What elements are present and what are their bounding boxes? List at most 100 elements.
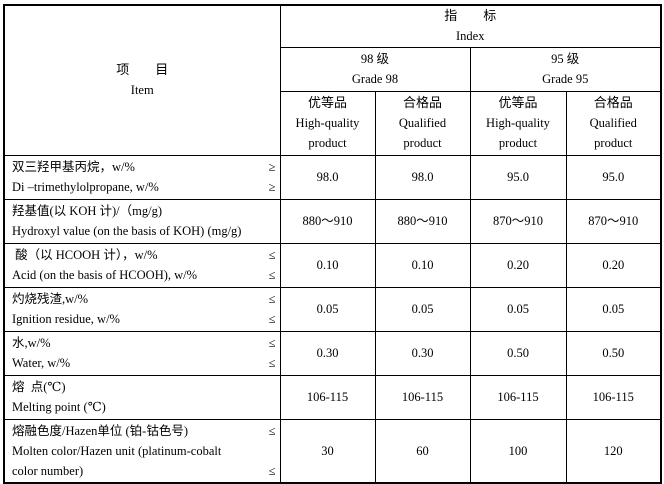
item-header: 项 目 Item (3, 4, 281, 156)
comparison-sign: ≤ (268, 312, 276, 326)
item-line: 熔 点(℃) (12, 377, 276, 397)
value-cell: 95.0 (469, 154, 567, 200)
table-row: 双三羟甲基丙烷，w/% ≥ Di –trimethylolpropane, w/% ≥… (3, 154, 662, 200)
value-cell: 120 (565, 418, 662, 484)
level-header: 优等品 High-quality product (279, 90, 376, 156)
item-header-cn: 项 目 (116, 62, 169, 78)
value-cell: 0.05 (469, 286, 567, 332)
grade-cn: 95 级 (551, 52, 580, 66)
value-cell: 880～910 (374, 198, 471, 244)
level-label: Qualified (398, 116, 447, 130)
grade-98-header: 98 级 Grade 98 (279, 46, 471, 92)
grade-en: Grade 95 (542, 72, 589, 86)
value-cell: 0.50 (565, 330, 662, 376)
item-label: 熔融色度/Hazen单位 (铂-钴色号) (12, 423, 189, 438)
value-cell: 0.10 (374, 242, 471, 288)
value-cell: 95.0 (565, 154, 662, 200)
value-cell: 0.50 (469, 330, 567, 376)
item-line: 双三羟甲基丙烷，w/% ≥ (12, 157, 276, 177)
item-line: Water, w/% ≤ (12, 353, 276, 373)
table-row: 熔 点(℃) Melting point (℃) 106-115 106-115 106… (3, 374, 662, 420)
index-header-en: Index (456, 29, 485, 44)
value-cell: 0.20 (565, 242, 662, 288)
value-cell: 0.10 (279, 242, 376, 288)
item-cell: 熔 点(℃) Melting point (℃) (3, 374, 281, 420)
table-row: 水,w/% ≤ Water, w/% ≤0.30 0.30 0.50 0.50 (3, 330, 662, 376)
grade-cn: 98 级 (360, 52, 390, 66)
level-label: product (308, 136, 347, 150)
grade-95-header: 95 级 Grade 95 (469, 46, 662, 92)
item-label: 酸（以 HCOOH 计），w/% (12, 248, 158, 262)
value-cell: 0.30 (279, 330, 376, 376)
table-row: 酸（以 HCOOH 计），w/% ≤ Acid (on the basis of H… (3, 242, 662, 288)
item-line: 熔融色度/Hazen单位 (铂-钴色号) ≤ (12, 421, 276, 441)
item-line: Acid (on the basis of HCOOH), w/% ≤ (12, 265, 276, 285)
value-cell: 870～910 (469, 198, 567, 244)
item-line: color number) ≤ (12, 461, 276, 481)
index-header-cn: 指 标 (444, 8, 497, 24)
item-cell: 灼烧残渣,w/% ≤ Ignition residue, w/% ≤ (3, 286, 281, 332)
item-line: 水,w/% ≤ (12, 333, 276, 353)
level-label: product (594, 136, 633, 150)
level-label: 合格品 (593, 95, 633, 110)
item-label: 熔 点(℃) (12, 380, 66, 394)
item-label: color number) (12, 463, 84, 478)
value-cell: 100 (469, 418, 567, 484)
item-cell: 酸（以 HCOOH 计），w/% ≤ Acid (on the basis of H… (3, 242, 281, 288)
item-header-en: Item (130, 83, 154, 98)
item-label: Water, w/% (12, 356, 71, 370)
item-line: Melting point (℃) (12, 397, 276, 417)
index-header: 指 标 Index (279, 4, 662, 48)
item-cell: 双三羟甲基丙烷，w/% ≥ Di –trimethylolpropane, w/% ≥ (3, 154, 281, 200)
item-label: Di –trimethylolpropane, w/% (12, 180, 159, 194)
comparison-sign: ≥ (268, 160, 276, 174)
table-row: 羟基值(以 KOH 计)/（mg/g) Hydroxyl value (on th… (3, 198, 662, 244)
comparison-sign: ≤ (268, 248, 276, 262)
level-label: High-quality (295, 116, 360, 130)
item-line: Di –trimethylolpropane, w/% ≥ (12, 177, 276, 197)
item-label: 双三羟甲基丙烷，w/% (12, 160, 135, 174)
level-label: 合格品 (402, 95, 442, 110)
value-cell: 0.05 (565, 286, 662, 332)
value-cell: 30 (279, 418, 376, 484)
item-cell: 水,w/% ≤ Water, w/% ≤ (3, 330, 281, 376)
level-label: Qualified (589, 116, 637, 130)
value-cell: 98.0 (279, 154, 376, 200)
item-line: Ignition residue, w/% ≤ (12, 309, 276, 329)
item-line: 羟基值(以 KOH 计)/（mg/g) (12, 201, 276, 221)
comparison-sign: ≤ (268, 463, 276, 478)
item-line: 灼烧残渣,w/% ≤ (12, 289, 276, 309)
item-label: Acid (on the basis of HCOOH), w/% (12, 268, 198, 282)
value-cell: 106-115 (469, 374, 567, 420)
item-label: Ignition residue, w/% (12, 312, 120, 326)
comparison-sign: ≤ (268, 336, 276, 350)
comparison-sign: ≤ (268, 292, 276, 306)
level-label: 优等品 (498, 95, 538, 110)
level-label: High-quality (486, 116, 550, 130)
level-header: 合格品 Qualified product (374, 90, 471, 156)
value-cell: 0.05 (374, 286, 471, 332)
level-label: 优等品 (307, 95, 347, 110)
value-cell: 870～910 (565, 198, 662, 244)
value-cell: 0.30 (374, 330, 471, 376)
item-label: Molten color/Hazen unit (platinum-cobalt (12, 443, 222, 458)
value-cell: 106-115 (374, 374, 471, 420)
item-line: 酸（以 HCOOH 计），w/% ≤ (12, 245, 276, 265)
item-label: Hydroxyl value (on the basis of KOH) (mg… (12, 224, 242, 238)
item-line: Hydroxyl value (on the basis of KOH) (mg… (12, 221, 276, 241)
comparison-sign: ≤ (268, 423, 276, 438)
level-header: 优等品 High-quality product (469, 90, 567, 156)
comparison-sign: ≤ (268, 356, 276, 370)
item-cell: 羟基值(以 KOH 计)/（mg/g) Hydroxyl value (on th… (3, 198, 281, 244)
value-cell: 880～910 (279, 198, 376, 244)
value-cell: 98.0 (374, 154, 471, 200)
item-line: Molten color/Hazen unit (platinum-cobalt (12, 441, 276, 461)
grade-en: Grade 98 (351, 72, 399, 86)
table-row: 熔融色度/Hazen单位 (铂-钴色号) ≤ Molten color/Hazen … (3, 418, 662, 484)
level-header: 合格品 Qualified product (565, 90, 662, 156)
item-label: Melting point (℃) (12, 400, 106, 414)
specification-table: 项 目 Item 指 标 Index 98 级 Grade 98 95 级 Gr… (3, 4, 662, 484)
level-label: product (403, 136, 442, 150)
value-cell: 0.20 (469, 242, 567, 288)
value-cell: 0.05 (279, 286, 376, 332)
